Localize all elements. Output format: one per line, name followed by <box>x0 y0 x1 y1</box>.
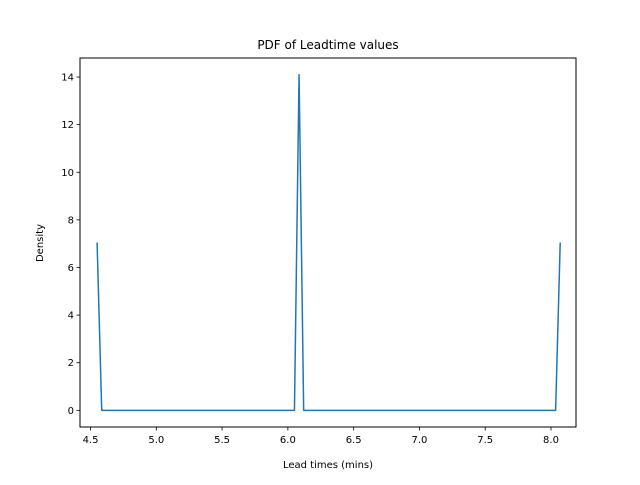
x-axis-label: Lead times (mins) <box>283 460 373 471</box>
axes-frame <box>79 57 577 428</box>
x-tick-label: 5.0 <box>148 435 164 446</box>
x-tick-label: 7.5 <box>477 435 493 446</box>
y-tick-label: 8 <box>68 215 74 226</box>
x-tick-label: 7.0 <box>411 435 427 446</box>
y-tick-label: 10 <box>61 168 74 179</box>
y-tick-label: 12 <box>61 120 74 131</box>
y-tick-label: 0 <box>68 406 74 417</box>
plot-area <box>96 73 561 412</box>
y-tick-label: 4 <box>68 311 74 322</box>
series-line-1 <box>96 73 561 412</box>
x-tick-label: 8.0 <box>543 435 559 446</box>
y-tick-label: 2 <box>68 358 74 369</box>
x-tick-label: 6.0 <box>280 435 296 446</box>
y-axis-label: Density <box>35 224 46 262</box>
y-axis: 0 2 4 6 8 10 12 14 <box>61 73 80 417</box>
y-tick-label: 6 <box>68 263 74 274</box>
x-tick-label: 5.5 <box>214 435 230 446</box>
y-tick-label: 14 <box>61 73 74 84</box>
x-tick-label: 6.5 <box>346 435 362 446</box>
chart-title: PDF of Leadtime values <box>257 38 398 52</box>
x-axis: 4.5 5.0 5.5 6.0 6.5 7.0 7.5 8.0 <box>83 427 559 446</box>
x-tick-label: 4.5 <box>83 435 99 446</box>
